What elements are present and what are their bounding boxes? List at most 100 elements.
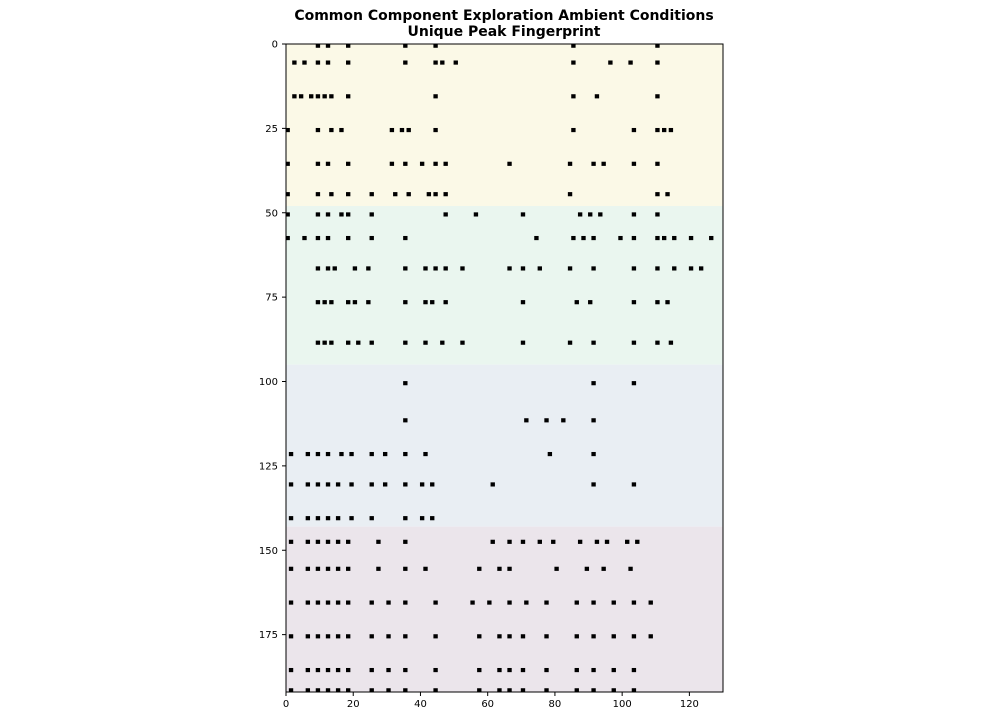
heatmap-cell — [668, 127, 674, 133]
heatmap-cell — [389, 161, 395, 166]
heatmap-cell — [292, 60, 297, 65]
heatmap-cell — [403, 688, 408, 693]
heatmap-cell — [325, 60, 331, 65]
heatmap-cell — [403, 634, 408, 639]
heatmap-cell — [315, 127, 321, 133]
heatmap-cell — [302, 235, 307, 241]
heatmap-cell — [335, 688, 341, 693]
heatmap-cell — [430, 516, 435, 521]
heatmap-cell — [571, 94, 576, 99]
y-tick-label: 0 — [272, 40, 278, 51]
heatmap-cell — [655, 235, 660, 241]
heatmap-cell — [376, 566, 381, 571]
heatmap-cell — [588, 212, 593, 217]
heatmap-cell — [591, 235, 596, 241]
heatmap-cell — [433, 266, 438, 271]
heatmap-cell — [544, 600, 549, 605]
heatmap-cell — [369, 516, 374, 521]
heatmap-cell — [335, 667, 341, 673]
heatmap-cell — [315, 212, 321, 217]
heatmap-cell — [430, 482, 435, 487]
heatmap-cell — [443, 212, 448, 217]
heatmap-cell — [487, 600, 492, 605]
heatmap-cell — [611, 688, 616, 693]
heatmap-cell — [544, 667, 549, 673]
heatmap-cell — [366, 300, 371, 305]
heatmap-cell — [325, 482, 331, 487]
heatmap-cell — [325, 43, 331, 48]
heatmap-cell — [588, 300, 593, 305]
heatmap-cell — [403, 266, 408, 271]
heatmap-cell — [524, 600, 529, 605]
heatmap-cell — [369, 451, 374, 457]
heatmap-cell — [571, 60, 576, 65]
heatmap-cell — [520, 667, 526, 673]
heatmap-cell — [346, 600, 351, 605]
heatmap-cell — [339, 127, 344, 133]
heatmap-cell — [305, 667, 311, 673]
heatmap-cell — [423, 300, 428, 305]
heatmap-cell — [497, 667, 502, 673]
heatmap-cell — [453, 60, 458, 65]
heatmap-cell — [635, 539, 640, 544]
heatmap-cell — [386, 688, 391, 693]
heatmap-cell — [335, 516, 341, 521]
heatmap-cell — [325, 235, 331, 241]
heatmap-cell — [567, 340, 573, 345]
heatmap-cell — [346, 94, 351, 99]
heatmap-cell — [325, 539, 331, 544]
band-3 — [286, 364, 723, 527]
heatmap-cell — [574, 300, 579, 305]
heatmap-cell — [433, 43, 438, 48]
heatmap-cell — [433, 127, 438, 133]
heatmap-cell — [618, 235, 623, 241]
heatmap-cell — [315, 192, 321, 197]
heatmap-cell — [339, 451, 344, 457]
heatmap-cell — [403, 600, 408, 605]
heatmap-cell — [325, 634, 331, 639]
heatmap-cell — [591, 482, 596, 487]
heatmap-cell — [423, 266, 428, 271]
heatmap-cell — [490, 539, 495, 544]
heatmap-cell — [315, 539, 321, 544]
heatmap-cell — [631, 688, 637, 693]
heatmap-cell — [403, 381, 408, 386]
x-tick-label: 60 — [481, 699, 494, 710]
band-1 — [286, 44, 723, 206]
heatmap-cell — [322, 94, 327, 99]
heatmap-cell — [403, 300, 408, 305]
heatmap-cell — [631, 161, 637, 166]
heatmap-cell — [665, 192, 670, 197]
heatmap-cell — [631, 667, 637, 673]
heatmap-cell — [507, 634, 512, 639]
heatmap-cell — [403, 418, 408, 423]
heatmap-cell — [288, 451, 294, 457]
heatmap-cell — [352, 300, 358, 305]
heatmap-cell — [315, 482, 321, 487]
heatmap-cell — [322, 300, 327, 305]
heatmap-cell — [574, 600, 579, 605]
heatmap-cell — [631, 235, 637, 241]
heatmap-cell — [325, 516, 331, 521]
heatmap-cell — [329, 340, 334, 345]
heatmap-cell — [315, 43, 321, 48]
heatmap-cell — [567, 192, 573, 197]
y-tick-label: 50 — [265, 208, 278, 219]
heatmap-cell — [329, 127, 334, 133]
heatmap-cell — [403, 539, 408, 544]
heatmap-cell — [305, 539, 311, 544]
heatmap-cell — [544, 418, 549, 423]
heatmap-cell — [631, 300, 637, 305]
heatmap-cell — [611, 634, 616, 639]
heatmap-cell — [346, 539, 351, 544]
heatmap-cell — [382, 451, 388, 457]
heatmap-cell — [433, 688, 438, 693]
heatmap-cell — [346, 667, 351, 673]
heatmap-cell — [419, 161, 425, 166]
heatmap-cell — [346, 688, 351, 693]
heatmap-cell — [433, 161, 438, 166]
heatmap-cell — [608, 60, 613, 65]
heatmap-cell — [433, 634, 438, 639]
heatmap-cell — [369, 600, 374, 605]
heatmap-cell — [325, 451, 331, 457]
